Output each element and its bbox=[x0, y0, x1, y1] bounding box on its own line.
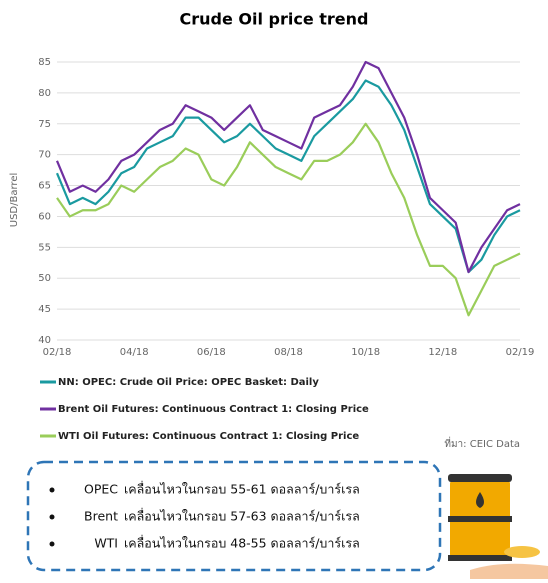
legend-label: WTI Oil Futures: Continuous Contract 1: … bbox=[58, 431, 359, 442]
note-name: Brent bbox=[84, 509, 118, 524]
note-name: WTI bbox=[94, 536, 118, 551]
y-tick-label: 70 bbox=[38, 150, 51, 161]
y-tick-label: 60 bbox=[38, 211, 51, 222]
note-text: เคลื่อนไหวในกรอบ 55-61 ดอลลาร์/บาร์เรล bbox=[124, 481, 360, 497]
bullet bbox=[49, 541, 55, 547]
note-text: เคลื่อนไหวในกรอบ 48-55 ดอลลาร์/บาร์เรล bbox=[124, 535, 360, 551]
legend-label: Brent Oil Futures: Continuous Contract 1… bbox=[58, 404, 369, 415]
bullet bbox=[49, 487, 55, 493]
series-line bbox=[56, 122, 521, 317]
x-tick-label: 02/18 bbox=[43, 347, 72, 358]
x-tick-label: 12/18 bbox=[428, 347, 457, 358]
series-line bbox=[55, 60, 521, 274]
x-tick-label: 10/18 bbox=[351, 347, 380, 358]
source: ที่มา: CEIC Data bbox=[444, 436, 520, 450]
y-tick-label: 75 bbox=[38, 119, 51, 130]
y-tick-label: 85 bbox=[38, 57, 51, 68]
y-tick-label: 45 bbox=[38, 304, 51, 315]
x-tick-label: 06/18 bbox=[197, 347, 226, 358]
legend-label: NN: OPEC: Crude Oil Price: OPEC Basket: … bbox=[58, 377, 319, 388]
y-tick-label: 65 bbox=[38, 181, 51, 192]
note-name: OPEC bbox=[84, 482, 118, 497]
y-axis-label: USD/Barrel bbox=[9, 173, 20, 227]
barrel-icon bbox=[448, 474, 548, 579]
y-tick-label: 80 bbox=[38, 88, 51, 99]
bullet bbox=[49, 514, 55, 520]
note-box bbox=[26, 460, 442, 572]
series-line bbox=[55, 79, 521, 274]
note-text: เคลื่อนไหวในกรอบ 57-63 ดอลลาร์/บาร์เรล bbox=[124, 508, 360, 524]
x-tick-label: 04/18 bbox=[120, 347, 149, 358]
y-tick-label: 55 bbox=[38, 242, 51, 253]
x-tick-label: 08/18 bbox=[274, 347, 303, 358]
chart-title: Crude Oil price trend bbox=[179, 10, 368, 29]
x-tick-label: 02/19 bbox=[506, 347, 535, 358]
y-tick-label: 40 bbox=[38, 335, 51, 346]
y-tick-label: 50 bbox=[38, 273, 51, 284]
